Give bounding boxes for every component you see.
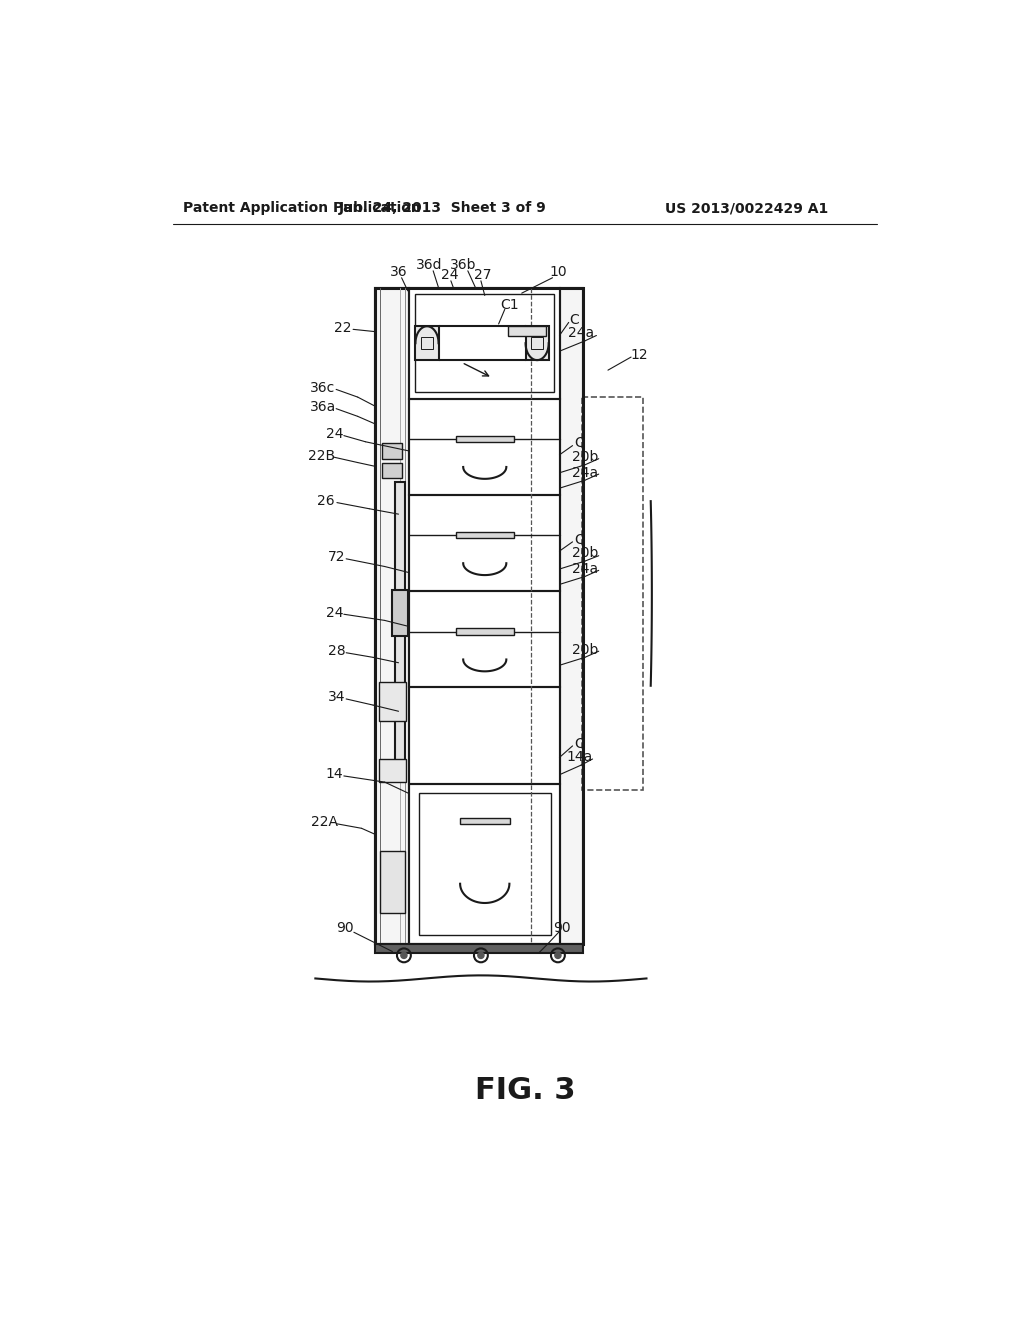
Bar: [410, 399, 560, 495]
Text: 36b: 36b: [450, 257, 476, 272]
Text: 26: 26: [317, 494, 335, 508]
Bar: [379, 759, 407, 781]
Bar: [421, 337, 433, 350]
Circle shape: [478, 952, 484, 958]
Bar: [395, 482, 404, 775]
Bar: [582, 397, 643, 789]
Bar: [456, 628, 514, 635]
Bar: [376, 944, 584, 953]
Text: 14a: 14a: [566, 751, 593, 764]
Bar: [380, 851, 404, 913]
Text: 36: 36: [390, 265, 408, 280]
Text: 10: 10: [550, 265, 567, 280]
Text: C1: C1: [500, 298, 519, 312]
Circle shape: [400, 952, 407, 958]
Bar: [382, 444, 401, 459]
Text: 24a: 24a: [568, 326, 594, 341]
Text: 24: 24: [440, 268, 458, 282]
Text: 36c: 36c: [310, 381, 336, 395]
Text: 72: 72: [328, 550, 346, 564]
Text: 12: 12: [630, 347, 647, 362]
Text: 34: 34: [328, 690, 346, 705]
Bar: [410, 688, 560, 784]
Bar: [382, 462, 401, 478]
Bar: [392, 590, 408, 636]
Bar: [410, 495, 560, 591]
Bar: [410, 784, 560, 944]
Text: Jan. 24, 2013  Sheet 3 of 9: Jan. 24, 2013 Sheet 3 of 9: [339, 202, 546, 215]
Text: C: C: [574, 532, 585, 546]
Text: 22B: 22B: [308, 449, 335, 462]
Bar: [456, 436, 514, 442]
Text: 22A: 22A: [311, 816, 338, 829]
Text: 20b: 20b: [571, 450, 598, 465]
Circle shape: [555, 952, 561, 958]
Text: 27: 27: [474, 268, 492, 282]
Text: 36a: 36a: [310, 400, 336, 414]
Text: 90: 90: [336, 921, 353, 936]
Bar: [456, 532, 514, 539]
Text: 24: 24: [326, 606, 343, 619]
Bar: [416, 294, 554, 392]
Bar: [376, 288, 410, 944]
Bar: [508, 326, 547, 335]
Text: C: C: [574, 437, 585, 450]
Text: 24a: 24a: [571, 466, 598, 479]
Text: C: C: [569, 313, 579, 327]
Text: US 2013/0022429 A1: US 2013/0022429 A1: [665, 202, 828, 215]
Bar: [460, 818, 510, 825]
Text: Patent Application Publication: Patent Application Publication: [183, 202, 421, 215]
Text: C: C: [574, 737, 585, 751]
Text: 20b: 20b: [571, 643, 598, 656]
Text: 14: 14: [326, 767, 343, 781]
Bar: [410, 288, 560, 399]
Text: 22: 22: [334, 321, 351, 335]
Text: 28: 28: [328, 644, 346, 659]
Bar: [419, 793, 551, 935]
Bar: [376, 288, 584, 944]
Text: 24a: 24a: [571, 562, 598, 576]
Bar: [410, 591, 560, 688]
Text: FIG. 3: FIG. 3: [474, 1076, 575, 1105]
Text: 20b: 20b: [571, 546, 598, 561]
Bar: [525, 326, 549, 360]
Text: 24: 24: [326, 428, 343, 441]
Bar: [560, 288, 584, 944]
Bar: [379, 682, 407, 721]
Text: 36d: 36d: [416, 257, 442, 272]
Text: 90: 90: [553, 921, 570, 936]
Bar: [416, 326, 438, 360]
Bar: [531, 337, 544, 350]
